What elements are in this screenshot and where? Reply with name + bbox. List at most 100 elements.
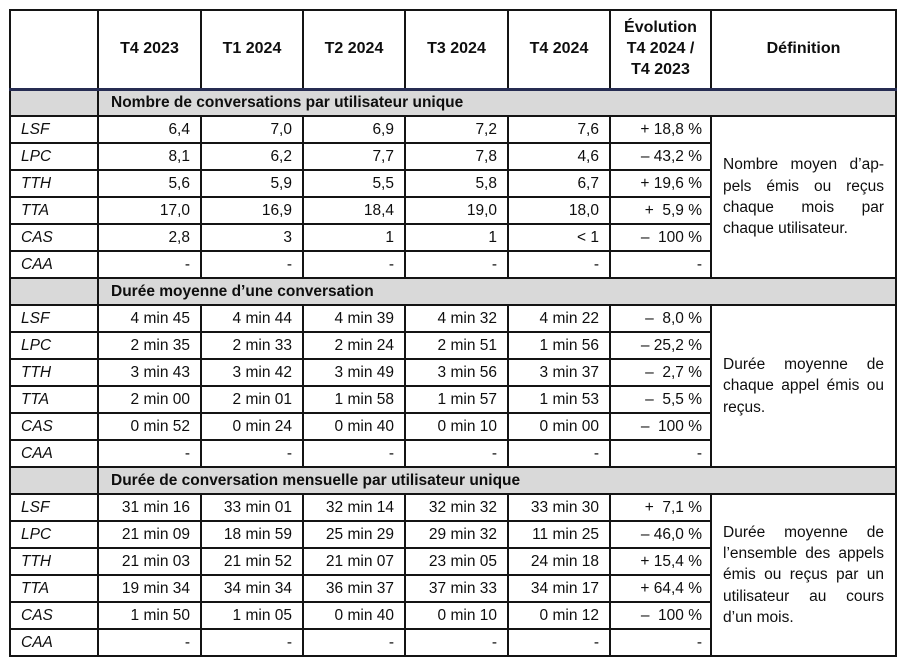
value-cell: 1 min 50 <box>97 601 202 630</box>
value-cell: - <box>404 439 509 468</box>
value-cell: 5,9 <box>200 169 304 198</box>
section-band-corner <box>9 466 99 495</box>
table-row: TTH 21 min 03 21 min 52 21 min 07 23 min 05 2… <box>9 547 896 576</box>
value-cell: 17,0 <box>97 196 202 225</box>
evolution-cell: – 2,7 % <box>609 358 712 387</box>
value-cell: 7,7 <box>302 142 406 171</box>
value-cell: 6,4 <box>97 115 202 144</box>
section-band-row: Nombre de conversations par utilisateur … <box>9 88 897 117</box>
evolution-cell: – 43,2 % <box>609 142 712 171</box>
row-label: CAS <box>9 412 99 441</box>
evolution-cell: + 19,6 % <box>609 169 712 198</box>
evolution-cell: – 25,2 % <box>609 331 712 360</box>
evolution-cell: – 100 % <box>609 412 712 441</box>
value-cell: - <box>200 439 304 468</box>
value-cell: 1 min 56 <box>507 331 611 360</box>
value-cell: 6,9 <box>302 115 406 144</box>
evolution-cell: - <box>609 439 712 468</box>
section-band-corner <box>9 277 99 306</box>
table-row: CAS 2,8 3 1 1 < 1– 100 % <box>9 223 896 252</box>
value-cell: 0 min 10 <box>404 601 509 630</box>
value-cell: 1 <box>404 223 509 252</box>
value-cell: - <box>404 628 509 657</box>
value-cell: 3 min 42 <box>200 358 304 387</box>
evolution-header-line1: Évolution <box>624 19 697 37</box>
period-header-t2-2024: T2 2024 <box>302 9 406 91</box>
evolution-cell: – 8,0 % <box>609 304 712 333</box>
period-header-t3-2024: T3 2024 <box>404 9 509 91</box>
value-cell: 21 min 07 <box>302 547 406 576</box>
value-cell: 4 min 45 <box>97 304 202 333</box>
value-cell: 1 min 57 <box>404 385 509 414</box>
value-cell: 4 min 44 <box>200 304 304 333</box>
value-cell: 0 min 40 <box>302 601 406 630</box>
evolution-cell: + 64,4 % <box>609 574 712 603</box>
value-cell: 3 <box>200 223 304 252</box>
evolution-cell: – 5,5 % <box>609 385 712 414</box>
table-row: LPC 21 min 09 18 min 59 25 min 29 29 min 32 1… <box>9 520 896 549</box>
value-cell: 11 min 25 <box>507 520 611 549</box>
value-cell: - <box>200 250 304 279</box>
row-label: CAS <box>9 223 99 252</box>
evolution-cell: + 7,1 % <box>609 493 712 522</box>
row-label: LPC <box>9 142 99 171</box>
value-cell: 3 min 37 <box>507 358 611 387</box>
value-cell: - <box>302 439 406 468</box>
value-cell: 33 min 30 <box>507 493 611 522</box>
row-label: CAA <box>9 250 99 279</box>
value-cell: 31 min 16 <box>97 493 202 522</box>
table-row: LPC 8,1 6,2 7,7 7,8 4,6– 43,2 % <box>9 142 896 171</box>
value-cell: - <box>302 250 406 279</box>
value-cell: 0 min 10 <box>404 412 509 441</box>
table-row: CAA - - - - - - <box>9 439 896 468</box>
value-cell: 4 min 22 <box>507 304 611 333</box>
table-row: TTH 5,6 5,9 5,5 5,8 6,7 + 19,6 % <box>9 169 896 198</box>
value-cell: 2,8 <box>97 223 202 252</box>
value-cell: 21 min 03 <box>97 547 202 576</box>
value-cell: 7,6 <box>507 115 611 144</box>
value-cell: 1 min 53 <box>507 385 611 414</box>
value-cell: 2 min 24 <box>302 331 406 360</box>
value-cell: 4 min 32 <box>404 304 509 333</box>
value-cell: 21 min 09 <box>97 520 202 549</box>
value-cell: 4,6 <box>507 142 611 171</box>
value-cell: 34 min 34 <box>200 574 304 603</box>
value-cell: 7,0 <box>200 115 304 144</box>
period-header-t4-2023: T4 2023 <box>97 9 202 91</box>
value-cell: 29 min 32 <box>404 520 509 549</box>
table-row: LPC 2 min 35 2 min 33 2 min 24 2 min 51 1 min… <box>9 331 896 360</box>
value-cell: 5,8 <box>404 169 509 198</box>
table-row: CAS 0 min 52 0 min 24 0 min 40 0 min 10 0 min… <box>9 412 896 441</box>
definition-cell: Durée moyenne de l’ensemble des appels é… <box>710 493 897 657</box>
value-cell: 2 min 33 <box>200 331 304 360</box>
value-cell: 0 min 52 <box>97 412 202 441</box>
value-cell: 18,4 <box>302 196 406 225</box>
table-row: TTA 2 min 00 2 min 01 1 min 58 1 min 57 1 min… <box>9 385 896 414</box>
definition-header: Définition <box>710 9 897 91</box>
evolution-cell: – 100 % <box>609 223 712 252</box>
table-row: LSF 6,4 7,0 6,9 7,2 7,6 + 18,8 % Nombre moyen d… <box>9 115 897 279</box>
value-cell: 2 min 00 <box>97 385 202 414</box>
value-cell: 7,8 <box>404 142 509 171</box>
value-cell: 5,6 <box>97 169 202 198</box>
value-cell: 34 min 17 <box>507 574 611 603</box>
evolution-cell: + 15,4 % <box>609 547 712 576</box>
row-label: TTA <box>9 385 99 414</box>
value-cell: 37 min 33 <box>404 574 509 603</box>
row-label: LSF <box>9 493 99 522</box>
section-band-row: Durée moyenne d’une conversation <box>9 277 897 306</box>
value-cell: 23 min 05 <box>404 547 509 576</box>
section-title: Durée de conversation mensuelle par util… <box>97 466 897 495</box>
value-cell: 1 min 05 <box>200 601 304 630</box>
corner-cell <box>9 9 99 91</box>
value-cell: 6,2 <box>200 142 304 171</box>
row-label: TTH <box>9 169 99 198</box>
evolution-cell: + 5,9 % <box>609 196 712 225</box>
value-cell: 6,7 <box>507 169 611 198</box>
value-cell: 3 min 49 <box>302 358 406 387</box>
section-band-corner <box>9 88 99 117</box>
value-cell: 0 min 24 <box>200 412 304 441</box>
value-cell: 18,0 <box>507 196 611 225</box>
evolution-cell: – 100 % <box>609 601 712 630</box>
table-row: CAS 1 min 50 1 min 05 0 min 40 0 min 10 0 min… <box>9 601 896 630</box>
